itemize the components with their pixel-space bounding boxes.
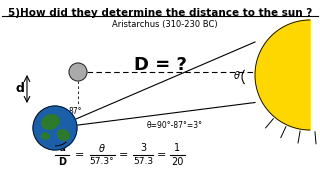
Text: D = ?: D = ? xyxy=(133,56,187,74)
Text: =: = xyxy=(75,150,85,160)
Text: Aristarchus (310-230 BC): Aristarchus (310-230 BC) xyxy=(112,20,218,29)
Text: d: d xyxy=(59,143,66,153)
Polygon shape xyxy=(255,20,310,130)
Text: 57.3°: 57.3° xyxy=(90,158,114,166)
Text: θ: θ xyxy=(234,71,240,81)
Circle shape xyxy=(33,106,77,150)
Text: 3: 3 xyxy=(140,143,146,153)
Text: d: d xyxy=(16,82,24,96)
Text: =: = xyxy=(157,150,167,160)
Ellipse shape xyxy=(41,133,49,139)
Circle shape xyxy=(69,63,87,81)
Text: 57.3: 57.3 xyxy=(133,158,153,166)
Ellipse shape xyxy=(57,130,69,140)
Text: =: = xyxy=(119,150,129,160)
Text: 87°: 87° xyxy=(68,107,82,116)
Text: D: D xyxy=(58,157,66,167)
Text: 5)How did they determine the distance to the sun ?: 5)How did they determine the distance to… xyxy=(8,8,312,18)
Text: $\theta$: $\theta$ xyxy=(98,142,106,154)
Text: 1: 1 xyxy=(174,143,180,153)
Text: θ=90°-87°=3°: θ=90°-87°=3° xyxy=(147,120,203,129)
Ellipse shape xyxy=(41,115,59,129)
Text: 20: 20 xyxy=(171,157,183,167)
